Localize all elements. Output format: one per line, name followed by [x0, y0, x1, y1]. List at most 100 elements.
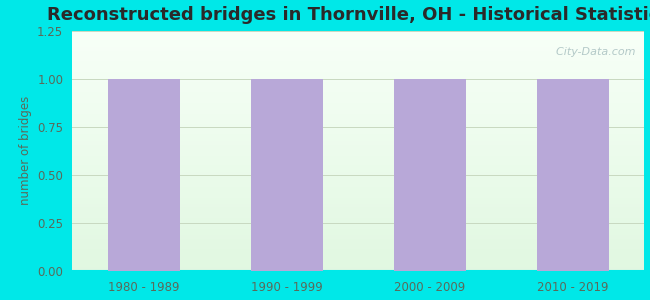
- Bar: [72, 167, 644, 168]
- Bar: [72, 97, 644, 98]
- Bar: [72, 141, 644, 142]
- Bar: [72, 223, 644, 224]
- Bar: [72, 228, 644, 229]
- Bar: [72, 260, 644, 261]
- Bar: [72, 70, 644, 71]
- Bar: [72, 69, 644, 70]
- Bar: [72, 270, 644, 271]
- Bar: [72, 186, 644, 187]
- Bar: [72, 193, 644, 194]
- Bar: [72, 77, 644, 79]
- Bar: [72, 67, 644, 68]
- Bar: [72, 246, 644, 247]
- Bar: [72, 189, 644, 190]
- Bar: [72, 128, 644, 129]
- Bar: [72, 262, 644, 264]
- Bar: [72, 82, 644, 83]
- Bar: [72, 243, 644, 244]
- Bar: [72, 178, 644, 180]
- Bar: [72, 258, 644, 259]
- Bar: [72, 46, 644, 47]
- Bar: [72, 202, 644, 204]
- Bar: [72, 96, 644, 97]
- Bar: [72, 174, 644, 175]
- Bar: [72, 198, 644, 199]
- Bar: [72, 244, 644, 246]
- Bar: [72, 211, 644, 212]
- Bar: [72, 172, 644, 174]
- Bar: [72, 144, 644, 145]
- Bar: [72, 210, 644, 211]
- Bar: [72, 118, 644, 120]
- Bar: [72, 83, 644, 85]
- Bar: [72, 248, 644, 249]
- Bar: [72, 256, 644, 258]
- Bar: [72, 135, 644, 136]
- Bar: [72, 103, 644, 104]
- Bar: [72, 224, 644, 225]
- Bar: [72, 62, 644, 63]
- Bar: [72, 55, 644, 56]
- Bar: [72, 214, 644, 216]
- Bar: [72, 231, 644, 232]
- Bar: [72, 63, 644, 64]
- Bar: [72, 37, 644, 38]
- Bar: [72, 120, 644, 121]
- Bar: [72, 112, 644, 114]
- Bar: [72, 154, 644, 156]
- Bar: [72, 213, 644, 214]
- Bar: [72, 156, 644, 157]
- Bar: [72, 199, 644, 200]
- Bar: [72, 148, 644, 150]
- Bar: [72, 196, 644, 198]
- Bar: [72, 194, 644, 195]
- Bar: [72, 99, 644, 101]
- Bar: [72, 171, 644, 172]
- Bar: [72, 265, 644, 266]
- Bar: [72, 115, 644, 116]
- Bar: [72, 50, 644, 51]
- Bar: [394, 79, 465, 271]
- Bar: [72, 236, 644, 237]
- Bar: [72, 79, 644, 80]
- Bar: [72, 140, 644, 141]
- Bar: [72, 39, 644, 40]
- Bar: [72, 98, 644, 99]
- Bar: [72, 136, 644, 138]
- Bar: [72, 170, 644, 171]
- Bar: [72, 85, 644, 86]
- Bar: [72, 129, 644, 130]
- Bar: [72, 111, 644, 112]
- Bar: [72, 90, 644, 91]
- Bar: [72, 127, 644, 128]
- Bar: [72, 159, 644, 160]
- Bar: [72, 152, 644, 153]
- Bar: [72, 122, 644, 123]
- Bar: [72, 110, 644, 111]
- Bar: [72, 226, 644, 228]
- Bar: [72, 38, 644, 39]
- Bar: [72, 76, 644, 77]
- Bar: [72, 225, 644, 226]
- Bar: [72, 241, 644, 242]
- Bar: [72, 34, 644, 35]
- Bar: [72, 187, 644, 188]
- Bar: [72, 212, 644, 213]
- Bar: [72, 237, 644, 238]
- Bar: [72, 40, 644, 41]
- Bar: [72, 146, 644, 147]
- Bar: [72, 53, 644, 55]
- Bar: [72, 52, 644, 53]
- Bar: [72, 157, 644, 158]
- Bar: [72, 138, 644, 139]
- Bar: [72, 35, 644, 37]
- Bar: [72, 80, 644, 81]
- Bar: [72, 184, 644, 186]
- Bar: [72, 31, 644, 32]
- Bar: [72, 268, 644, 270]
- Bar: [72, 43, 644, 44]
- Bar: [72, 219, 644, 220]
- Bar: [251, 79, 322, 271]
- Bar: [72, 195, 644, 196]
- Bar: [72, 134, 644, 135]
